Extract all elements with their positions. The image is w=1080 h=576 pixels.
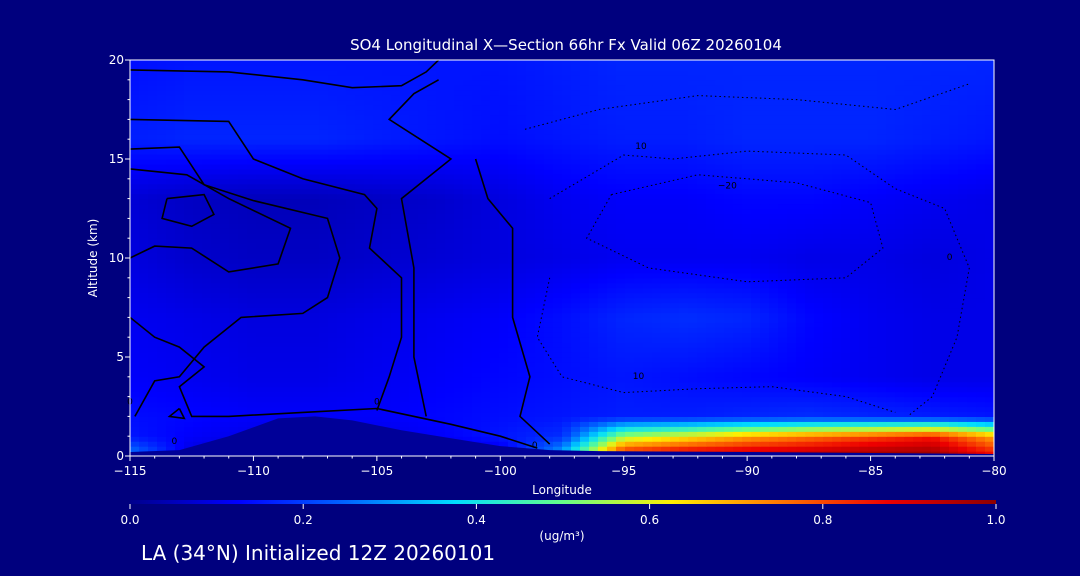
contour-label: −20 bbox=[718, 182, 737, 192]
y-tick-label: 10 bbox=[109, 251, 124, 265]
initialization-footer: LA (34°N) Initialized 12Z 20260101 bbox=[141, 541, 496, 565]
contour-line-dotted bbox=[536, 277, 896, 413]
contour-label: 0 bbox=[374, 398, 380, 408]
concentration-field bbox=[130, 60, 994, 456]
contour-line-solid bbox=[387, 79, 453, 417]
y-tick-label: 15 bbox=[109, 152, 124, 166]
y-tick-label: 0 bbox=[116, 449, 124, 463]
x-tick-label: −115 bbox=[114, 464, 147, 478]
contour-line-solid bbox=[130, 168, 292, 273]
contour-line-solid bbox=[167, 407, 186, 420]
terrain-profile bbox=[130, 416, 994, 456]
x-tick-label: −105 bbox=[360, 464, 393, 478]
contour-line-solid bbox=[130, 60, 440, 89]
contour-label: 0 bbox=[947, 253, 953, 263]
contour-line-solid bbox=[161, 193, 215, 228]
x-tick-label: −90 bbox=[734, 464, 759, 478]
contour-label: 0 bbox=[532, 441, 538, 451]
colorbar-tick-label: 0.4 bbox=[467, 513, 486, 527]
x-tick-label: −110 bbox=[237, 464, 270, 478]
y-tick-label: 20 bbox=[109, 53, 124, 67]
colorbar-tick-label: 0.8 bbox=[813, 513, 832, 527]
colorbar-ticks: 0.0 0.2 0.4 0.6 0.8 1.0 bbox=[120, 504, 1006, 527]
x-tick-label: −85 bbox=[858, 464, 883, 478]
y-tick-label: 5 bbox=[116, 350, 124, 364]
colorbar-tick-label: 0.0 bbox=[120, 513, 139, 527]
x-axis: −115 −110 −105 −100 −95 −90 −85 −80 bbox=[114, 456, 1007, 478]
x-axis-label: Longitude bbox=[532, 483, 592, 497]
y-axis: 0 5 10 15 20 bbox=[109, 53, 130, 463]
colorbar-unit-label: (ug/m³) bbox=[539, 529, 584, 543]
contour-label: 10 bbox=[633, 372, 645, 382]
contour-lines bbox=[130, 60, 970, 449]
contour-line-solid bbox=[130, 118, 403, 411]
x-tick-label: −80 bbox=[981, 464, 1006, 478]
terrain-shape bbox=[130, 416, 994, 456]
colorbar-tick-label: 0.6 bbox=[640, 513, 659, 527]
contour-line-solid bbox=[130, 316, 538, 449]
chart-title: SO4 Longitudinal X—Section 66hr Fx Valid… bbox=[350, 36, 782, 54]
contour-label: 10 bbox=[635, 142, 647, 152]
x-tick-label: −95 bbox=[611, 464, 636, 478]
contour-line-solid bbox=[474, 158, 551, 445]
y-axis-label: Altitude (km) bbox=[86, 219, 100, 298]
contour-line-dotted bbox=[524, 83, 970, 130]
colorbar-tick-label: 0.2 bbox=[294, 513, 313, 527]
x-tick-label: −100 bbox=[484, 464, 517, 478]
colorbar bbox=[130, 500, 996, 504]
colorbar-tick-label: 1.0 bbox=[986, 513, 1005, 527]
contour-label: 0 bbox=[172, 437, 178, 447]
